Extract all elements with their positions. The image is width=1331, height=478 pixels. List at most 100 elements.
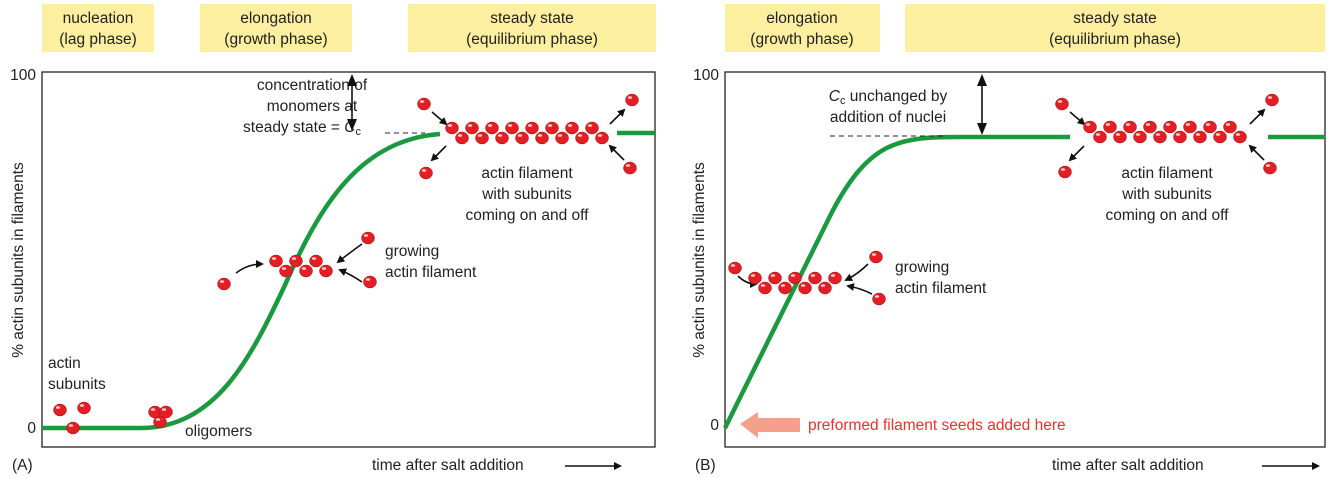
annotation: oligomers <box>185 423 252 440</box>
actin-subunit <box>798 281 812 295</box>
actin-subunit <box>309 254 323 268</box>
actin-subunit <box>419 166 433 180</box>
highlight <box>547 124 553 127</box>
actin-subunit <box>575 131 589 145</box>
actin-subunit <box>361 231 375 245</box>
annotation: coming on and off <box>466 207 590 224</box>
arrow <box>338 268 363 283</box>
actin-subunit <box>1265 93 1279 107</box>
arrow <box>846 283 873 295</box>
arrow <box>1249 108 1266 125</box>
actin-subunit <box>289 254 303 268</box>
highlight <box>155 418 161 421</box>
highlight <box>68 424 74 427</box>
y-axis-title: % actin subunits in filaments <box>10 162 27 358</box>
y-tick-label: 100 <box>693 67 719 84</box>
highlight <box>1267 96 1273 99</box>
phase-box <box>905 4 1325 52</box>
highlight <box>597 134 603 137</box>
actin-subunit <box>585 121 599 135</box>
annotation: growing <box>385 243 439 260</box>
actin-subunit <box>445 121 459 135</box>
highlight <box>219 280 225 283</box>
annotation: with subunits <box>1121 186 1212 203</box>
highlight <box>871 253 877 256</box>
curve <box>722 134 1070 429</box>
actin-subunit <box>768 271 782 285</box>
actin-subunit <box>1083 120 1097 134</box>
annotation: concentration of <box>257 77 368 94</box>
highlight <box>281 267 287 270</box>
actin-subunit <box>565 121 579 135</box>
highlight <box>55 406 61 409</box>
highlight <box>291 257 297 260</box>
actin-subunit <box>595 131 609 145</box>
actin-subunit <box>1263 161 1277 175</box>
highlight <box>1085 123 1091 126</box>
highlight <box>760 284 766 287</box>
phase-label: nucleation <box>63 10 134 27</box>
actin-subunit <box>1193 130 1207 144</box>
actin-subunit <box>1093 130 1107 144</box>
annotation: monomers at <box>267 98 358 115</box>
highlight <box>497 134 503 137</box>
actin-subunit <box>53 403 67 417</box>
highlight <box>1215 133 1221 136</box>
actin-subunit <box>1113 130 1127 144</box>
arrow <box>608 144 625 161</box>
highlight <box>820 284 826 287</box>
panel-label: (A) <box>12 457 33 474</box>
phase-label: (growth phase) <box>224 31 327 48</box>
actin-subunit <box>515 131 529 145</box>
actin-subunit <box>1233 130 1247 144</box>
actin-subunit <box>455 131 469 145</box>
highlight <box>830 274 836 277</box>
highlight <box>517 134 523 137</box>
actin-subunit <box>77 401 91 415</box>
curve <box>42 131 441 431</box>
highlight <box>79 404 85 407</box>
highlight <box>800 284 806 287</box>
highlight <box>365 278 371 281</box>
highlight <box>1155 133 1161 136</box>
phase-box <box>200 4 352 52</box>
highlight <box>1145 123 1151 126</box>
actin-subunit <box>828 271 842 285</box>
annotation: addition of nuclei <box>830 109 946 126</box>
y-tick-label: 100 <box>10 67 36 84</box>
highlight <box>1060 168 1066 171</box>
actin-subunit <box>1133 130 1147 144</box>
phase-label: (growth phase) <box>750 31 853 48</box>
seed-arrow <box>740 412 800 438</box>
annotation: preformed filament seeds added here <box>808 417 1066 434</box>
actin-subunit <box>535 131 549 145</box>
highlight <box>625 164 631 167</box>
actin-subunit <box>417 97 431 111</box>
arrow <box>609 108 626 125</box>
highlight <box>1235 133 1241 136</box>
actin-subunit <box>818 281 832 295</box>
actin-subunit <box>808 271 822 285</box>
highlight <box>1095 133 1101 136</box>
highlight <box>1165 123 1171 126</box>
actin-subunit <box>728 261 742 275</box>
annotation: actin filament <box>481 165 573 182</box>
phase-label: (equilibrium phase) <box>1049 31 1181 48</box>
arrow <box>844 263 869 281</box>
actin-subunit <box>66 421 80 435</box>
highlight <box>447 124 453 127</box>
highlight <box>1105 123 1111 126</box>
actin-subunit <box>465 121 479 135</box>
highlight <box>507 124 513 127</box>
highlight <box>557 134 563 137</box>
highlight <box>1195 133 1201 136</box>
actin-subunit <box>299 264 313 278</box>
highlight <box>1115 133 1121 136</box>
arrow <box>1068 145 1085 162</box>
highlight <box>271 257 277 260</box>
highlight <box>363 234 369 237</box>
annotation: subunits <box>48 376 106 393</box>
highlight <box>419 100 425 103</box>
highlight <box>537 134 543 137</box>
actin-subunit <box>1213 130 1227 144</box>
